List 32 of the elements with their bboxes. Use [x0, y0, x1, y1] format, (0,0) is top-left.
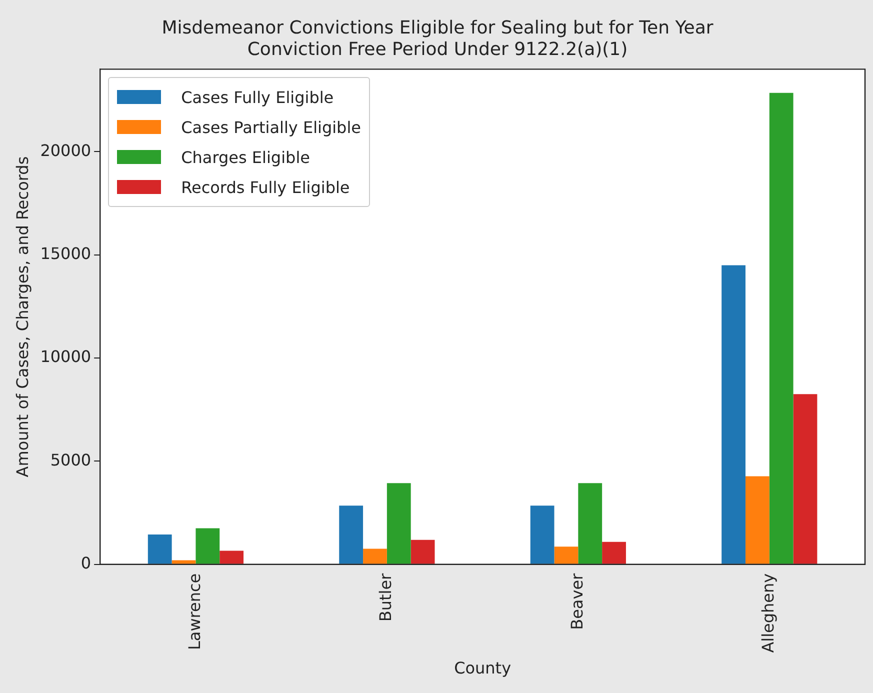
legend-label: Charges Eligible: [181, 148, 310, 167]
bar: [530, 506, 554, 564]
legend-label: Cases Fully Eligible: [181, 88, 334, 107]
chart-title: Misdemeanor Convictions Eligible for Sealing but for Ten Year Conviction Free Period Under 9122.2(a)(1): [162, 17, 714, 60]
y-tick-label: 5000: [50, 450, 92, 470]
bar: [220, 550, 244, 564]
bar: [196, 528, 220, 564]
bar: [363, 548, 387, 564]
bar: [339, 506, 364, 564]
y-tick-label: 15000: [40, 244, 92, 264]
bar: [602, 542, 626, 564]
x-axis-title: County: [454, 658, 512, 678]
x-tick-label: Beaver: [567, 572, 586, 630]
bar: [172, 560, 196, 564]
bar: [745, 476, 770, 564]
bar: [554, 546, 578, 564]
x-tick-label: Lawrence: [184, 573, 204, 650]
bar: [386, 483, 411, 564]
bar: [722, 265, 746, 564]
x-tick-label: Butler: [376, 572, 396, 622]
y-tick-label: 0: [80, 554, 92, 573]
bar: [793, 394, 818, 564]
legend-label: Records Fully Eligible: [181, 178, 350, 197]
y-axis-title: Amount of Cases, Charges, and Records: [12, 156, 32, 478]
y-tick-label: 20000: [40, 140, 92, 160]
y-tick-label: 10000: [40, 347, 92, 366]
x-tick-label: Allegheny: [758, 573, 778, 653]
bar: [148, 534, 172, 564]
bar: [578, 483, 602, 564]
bar: [410, 540, 435, 564]
legend-label: Cases Partially Eligible: [181, 118, 361, 137]
bar: [769, 92, 794, 564]
